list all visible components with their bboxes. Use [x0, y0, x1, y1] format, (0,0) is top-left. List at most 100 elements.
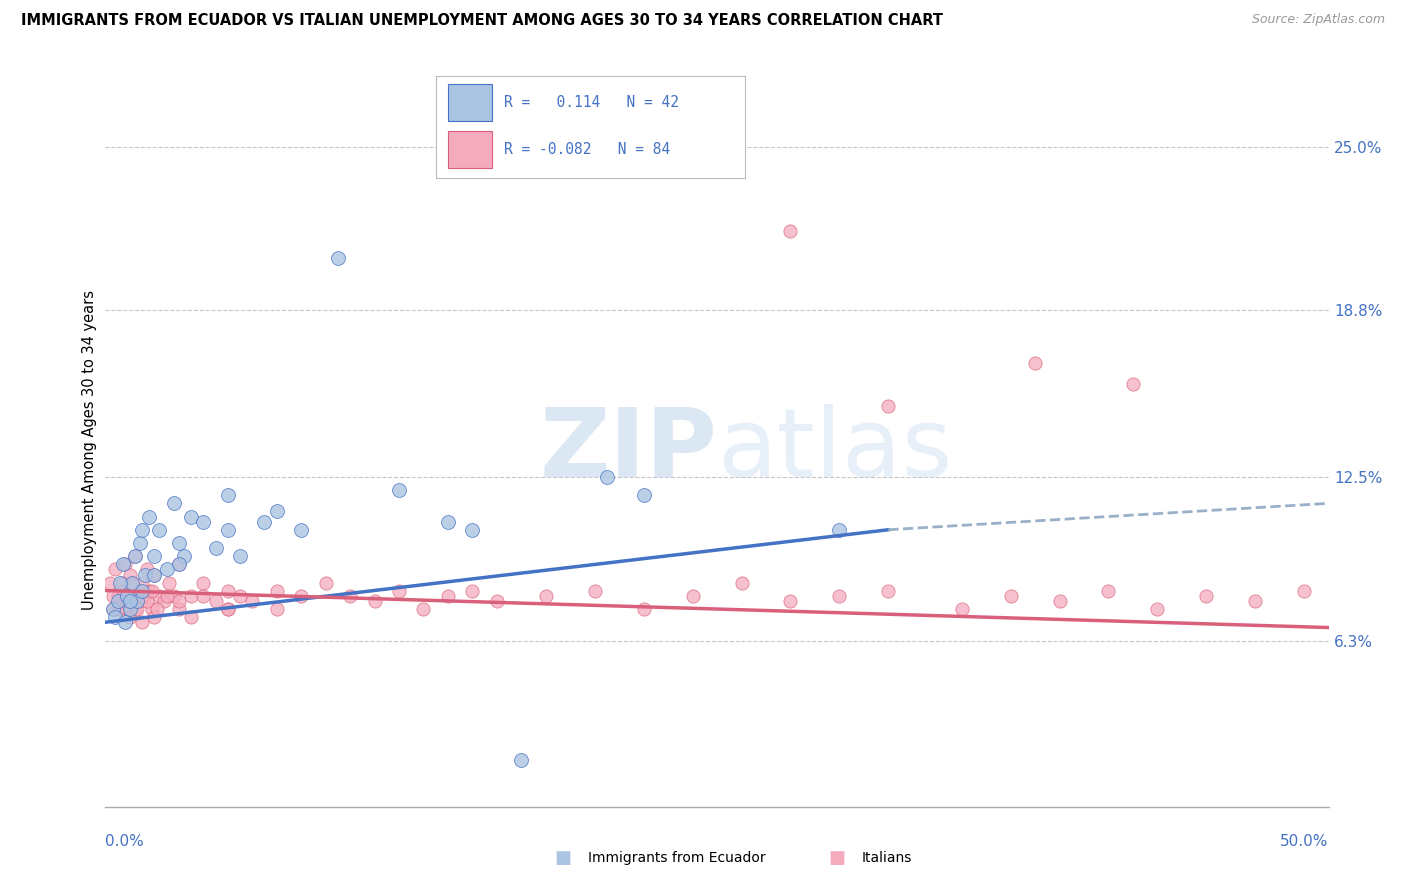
Point — [779, 594, 801, 608]
Point — [101, 602, 124, 616]
Point — [117, 602, 139, 616]
Point — [730, 575, 752, 590]
Point — [1049, 594, 1071, 608]
Point — [121, 589, 143, 603]
Point — [163, 589, 186, 603]
Point — [388, 483, 411, 497]
Point — [229, 549, 252, 564]
Point — [134, 589, 156, 603]
Point — [583, 583, 606, 598]
Point — [1195, 589, 1218, 603]
Point — [131, 615, 153, 630]
Point — [141, 602, 163, 616]
Point — [107, 602, 129, 616]
Point — [877, 399, 900, 413]
Point — [167, 557, 190, 571]
Point — [633, 602, 655, 616]
Point — [156, 589, 179, 603]
Point — [131, 523, 153, 537]
Point — [141, 583, 163, 598]
Point — [153, 594, 176, 608]
Bar — [449, 131, 492, 168]
Point — [98, 575, 121, 590]
Point — [217, 523, 239, 537]
Point — [596, 470, 619, 484]
Point — [633, 488, 655, 502]
Point — [108, 575, 131, 590]
Point — [127, 602, 149, 616]
Point — [131, 583, 153, 598]
Point — [877, 583, 900, 598]
Point — [193, 515, 215, 529]
Point — [1244, 594, 1267, 608]
Point — [290, 589, 312, 603]
Point — [124, 602, 146, 616]
Point — [148, 523, 170, 537]
Point — [461, 583, 484, 598]
Point — [461, 523, 484, 537]
Point — [143, 610, 166, 624]
Text: ZIP: ZIP — [538, 404, 717, 497]
Point — [217, 602, 239, 616]
Point — [229, 589, 252, 603]
Text: R =   0.114   N = 42: R = 0.114 N = 42 — [503, 95, 679, 110]
Point — [167, 536, 190, 550]
Point — [131, 589, 153, 603]
Point — [143, 549, 166, 564]
Point — [148, 589, 170, 603]
Bar — [449, 84, 492, 121]
Point — [510, 753, 533, 767]
Y-axis label: Unemployment Among Ages 30 to 34 years: Unemployment Among Ages 30 to 34 years — [82, 291, 97, 610]
Point — [114, 557, 136, 571]
Point — [266, 504, 288, 518]
Point — [682, 589, 704, 603]
Point — [128, 594, 150, 608]
Point — [111, 575, 134, 590]
Point — [163, 496, 186, 510]
Point — [828, 523, 851, 537]
Point — [266, 583, 288, 598]
Point — [204, 594, 226, 608]
Point — [950, 602, 973, 616]
Text: Immigrants from Ecuador: Immigrants from Ecuador — [588, 851, 765, 865]
Point — [117, 589, 139, 603]
Text: Source: ZipAtlas.com: Source: ZipAtlas.com — [1251, 13, 1385, 27]
Point — [437, 515, 460, 529]
Point — [1024, 356, 1046, 370]
Point — [1294, 583, 1316, 598]
Point — [143, 567, 166, 582]
Point — [114, 615, 136, 630]
Point — [167, 594, 190, 608]
Point — [134, 567, 156, 582]
Point — [217, 488, 239, 502]
Point — [127, 594, 149, 608]
Point — [217, 602, 239, 616]
Point — [124, 549, 146, 564]
Text: 0.0%: 0.0% — [105, 834, 145, 849]
Point — [1146, 602, 1168, 616]
Point — [138, 509, 160, 524]
Point — [118, 610, 141, 624]
Point — [180, 589, 202, 603]
Point — [167, 602, 190, 616]
Point — [253, 515, 276, 529]
Point — [412, 602, 434, 616]
Point — [1000, 589, 1022, 603]
Point — [131, 575, 153, 590]
Point — [104, 610, 127, 624]
Point — [157, 575, 180, 590]
Point — [121, 575, 143, 590]
Point — [118, 567, 141, 582]
Point — [290, 523, 312, 537]
Point — [111, 557, 134, 571]
Point — [127, 583, 149, 598]
Point — [146, 602, 169, 616]
Point — [266, 602, 288, 616]
Text: ■: ■ — [828, 849, 845, 867]
Point — [124, 549, 146, 564]
Point — [193, 575, 215, 590]
Point — [136, 562, 159, 576]
Point — [128, 536, 150, 550]
Point — [118, 602, 141, 616]
Point — [315, 575, 337, 590]
